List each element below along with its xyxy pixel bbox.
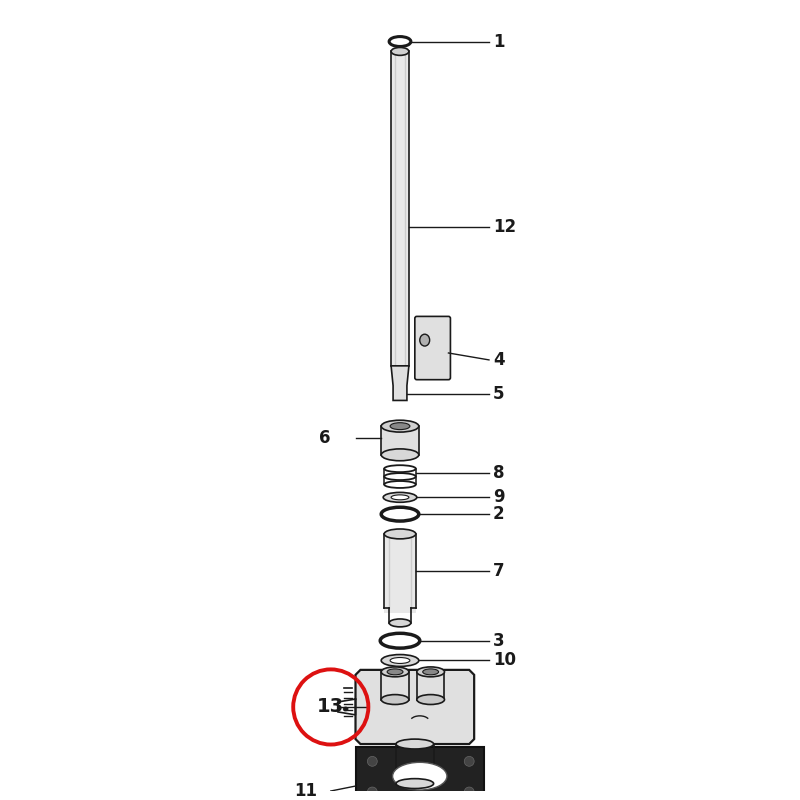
Text: 13: 13 [318,698,344,717]
Ellipse shape [393,762,447,790]
Text: 3: 3 [493,632,505,650]
Ellipse shape [391,495,409,500]
Text: 4: 4 [493,351,505,369]
Ellipse shape [417,694,445,705]
Ellipse shape [384,529,416,539]
Ellipse shape [343,707,348,711]
Circle shape [367,756,378,766]
Ellipse shape [382,420,418,432]
Ellipse shape [382,654,418,666]
Ellipse shape [396,739,434,749]
Text: 11: 11 [294,782,317,800]
FancyBboxPatch shape [384,534,416,613]
Circle shape [367,787,378,797]
FancyBboxPatch shape [382,426,418,455]
Circle shape [464,787,474,797]
Ellipse shape [417,667,445,677]
Ellipse shape [390,658,410,663]
Text: 2: 2 [493,505,505,523]
Text: 10: 10 [493,651,516,670]
Ellipse shape [387,669,403,675]
Ellipse shape [382,449,418,461]
Ellipse shape [389,619,411,627]
Ellipse shape [391,47,409,55]
Ellipse shape [396,778,434,789]
FancyBboxPatch shape [415,316,450,380]
Ellipse shape [383,492,417,502]
Ellipse shape [382,694,409,705]
FancyBboxPatch shape [355,747,484,800]
Text: 5: 5 [493,385,505,402]
Text: 7: 7 [493,562,505,580]
Polygon shape [355,670,474,744]
Polygon shape [391,366,409,401]
Text: 8: 8 [493,464,505,482]
Circle shape [464,756,474,766]
Text: 6: 6 [319,429,330,446]
Text: 1: 1 [493,33,505,50]
Text: 12: 12 [493,218,516,237]
Ellipse shape [382,667,409,677]
Ellipse shape [390,422,410,430]
FancyBboxPatch shape [391,51,409,366]
Ellipse shape [420,334,430,346]
Text: 9: 9 [493,488,505,506]
Ellipse shape [422,669,438,675]
